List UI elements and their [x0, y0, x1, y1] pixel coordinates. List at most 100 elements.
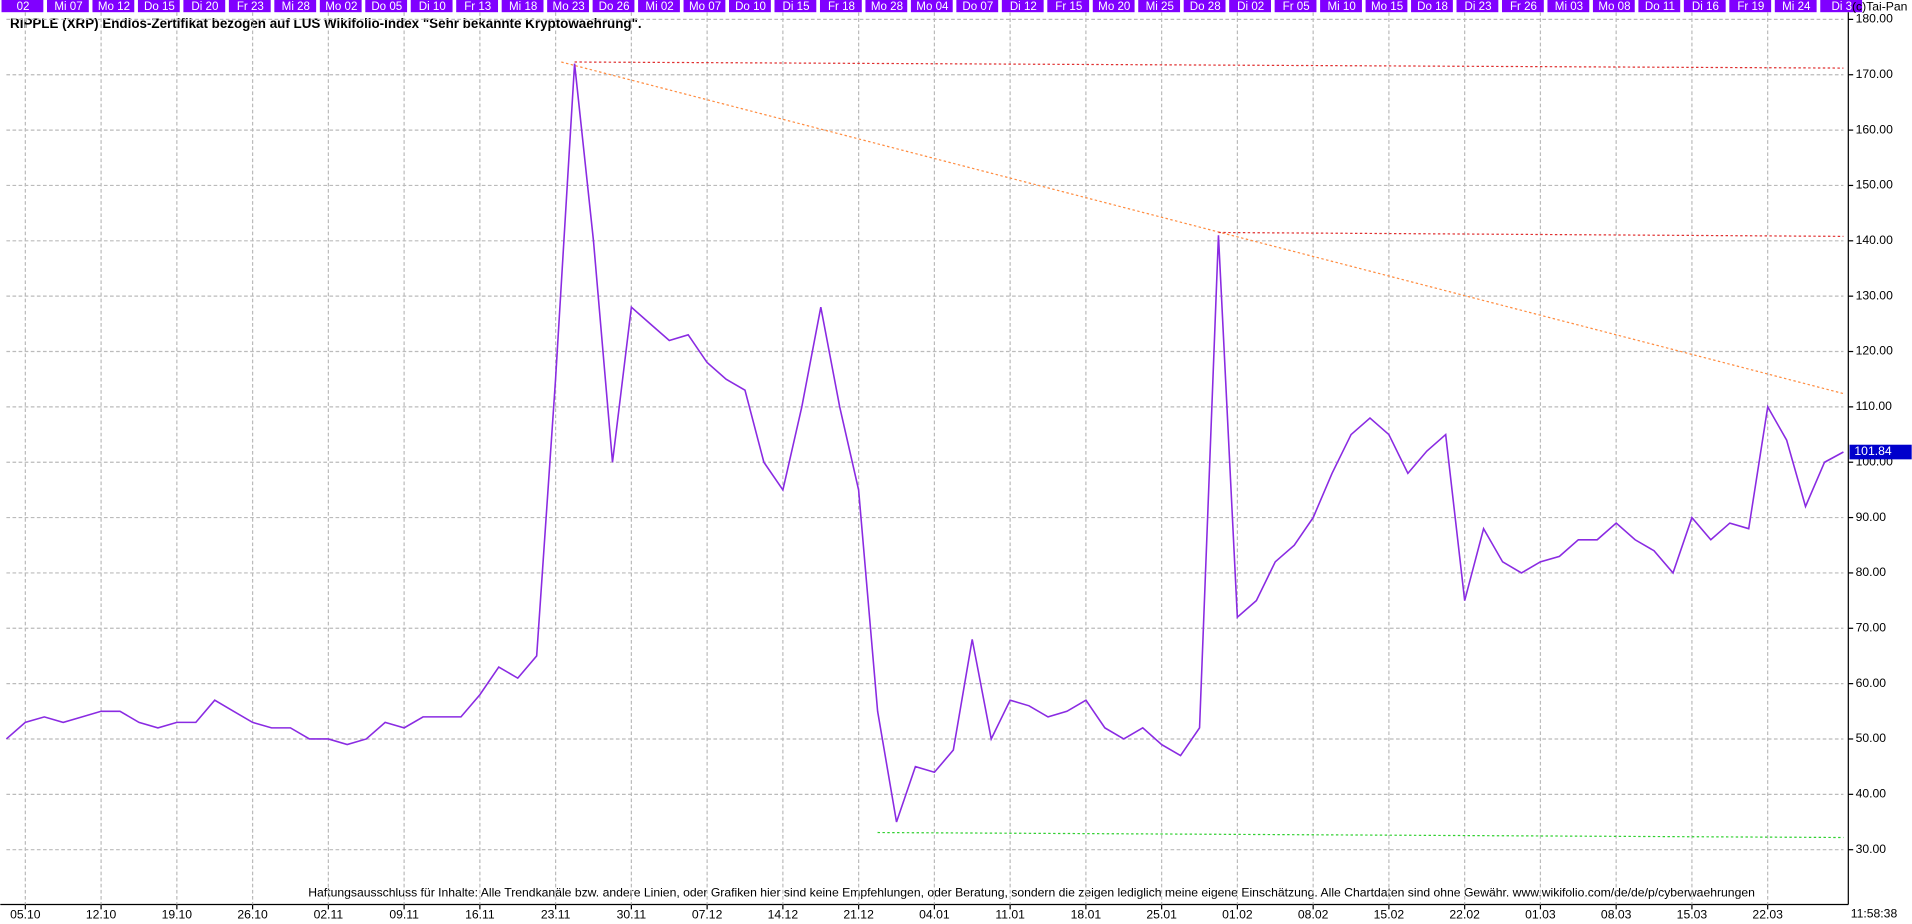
top-label-box [46, 0, 89, 13]
top-label-box [1047, 0, 1090, 13]
top-label-box [456, 0, 499, 13]
top-label-box [1592, 0, 1635, 13]
top-label-box [319, 0, 362, 13]
top-label-box [1138, 0, 1181, 13]
x-tick-label: 22.03 [1752, 908, 1783, 922]
trend-line [877, 831, 1844, 839]
top-label-box [92, 0, 135, 13]
y-tick-label: 40.00 [1856, 787, 1887, 801]
x-tick-label: 01.02 [1222, 908, 1253, 922]
top-label-box [1638, 0, 1681, 13]
top-label: Mi 25 [1146, 1, 1174, 13]
x-tick-label: 30.11 [617, 908, 647, 922]
top-label: Fr 05 [1283, 1, 1310, 13]
top-label-box [547, 0, 589, 13]
top-label: Mo 12 [98, 1, 130, 13]
x-tick-label: 08.03 [1601, 908, 1632, 922]
top-label-box [1820, 0, 1863, 13]
time: 11:58:38 [1851, 906, 1898, 920]
y-tick-label: 80.00 [1856, 565, 1887, 579]
y-tick-label: 180.00 [1856, 12, 1893, 26]
x-tick-label: 11.01 [995, 908, 1025, 922]
chart-title: RIPPLE (XRP) Endlos-Zertifikat bezogen a… [10, 16, 642, 31]
top-label-box [137, 0, 180, 13]
top-label-box [774, 0, 817, 13]
footnote: Haftungsausschluss für Inhalte: Alle Tre… [308, 886, 1755, 900]
top-label: Mo 20 [1098, 1, 1130, 13]
top-label: Fr 15 [1055, 1, 1082, 13]
y-tick-label: 160.00 [1856, 122, 1893, 136]
top-label: 02 [17, 1, 30, 13]
trend-line [561, 61, 1844, 395]
top-label: Do 18 [1417, 1, 1448, 13]
top-label-box [638, 0, 680, 13]
top-label-box [1274, 0, 1317, 13]
top-label-box [1729, 0, 1772, 13]
top-label-box [1411, 0, 1453, 13]
top-label: Fr 26 [1510, 1, 1537, 13]
top-label: Do 26 [599, 1, 630, 13]
top-label-box [819, 0, 862, 13]
top-label-box [729, 0, 771, 13]
x-tick-label: 18.01 [1071, 908, 1102, 922]
top-label-box [1547, 0, 1590, 13]
x-tick-label: 23.11 [541, 908, 571, 922]
x-tick-label: 04.01 [919, 908, 950, 922]
x-tick-label: 12.10 [86, 908, 117, 922]
top-label-box [1, 0, 44, 13]
top-label: Fr 19 [1737, 1, 1764, 13]
top-label-box [1501, 0, 1544, 13]
x-tick-label: 15.02 [1374, 908, 1405, 922]
top-axis: 02 Mi 07 Mo 12 Do 15 Di 20 Fr 23 Mi 28 Mo 02 Do … [1, 0, 1863, 13]
y-tick-label: 130.00 [1856, 288, 1893, 302]
top-label: Mi 18 [509, 1, 537, 13]
copyright: (c)Tai-Pan [1852, 0, 1907, 14]
top-label-box [501, 0, 544, 13]
top-label: Mo 02 [325, 1, 357, 13]
top-label: Mi 03 [1555, 1, 1583, 13]
y-tick-label: 70.00 [1856, 620, 1887, 634]
x-tick-label: 19.10 [162, 908, 193, 922]
top-label: Do 05 [371, 1, 402, 13]
top-label-box [1683, 0, 1726, 13]
top-label-box [365, 0, 408, 13]
top-label: Mi 07 [54, 1, 82, 13]
x-tick-label: 15.03 [1677, 908, 1708, 922]
trend-line [1218, 231, 1844, 237]
x-tick-label: 08.02 [1298, 908, 1329, 922]
top-label-box [410, 0, 453, 13]
top-label: Mo 08 [1598, 1, 1630, 13]
top-label-box [1183, 0, 1226, 13]
price-line [5, 63, 1844, 823]
top-label: Fr 23 [237, 1, 264, 13]
top-label: Di 3 [1831, 1, 1852, 13]
top-label-box [1229, 0, 1271, 13]
top-label-box [1456, 0, 1499, 13]
top-label-box [865, 0, 908, 13]
top-label: Mi 10 [1327, 1, 1355, 13]
top-label: Di 02 [1237, 1, 1264, 13]
top-label: Do 15 [144, 1, 175, 13]
x-tick-label: 07.12 [692, 908, 723, 922]
top-label: Fr 13 [464, 1, 491, 13]
top-label: Mo 15 [1371, 1, 1403, 13]
top-label-box [1774, 0, 1817, 13]
top-label: Mo 04 [916, 1, 949, 13]
top-label: Mi 24 [1782, 1, 1811, 13]
top-label: Do 28 [1190, 1, 1221, 13]
x-tick-label: 22.02 [1449, 908, 1480, 922]
top-label-box [228, 0, 271, 13]
top-label: Di 23 [1465, 1, 1492, 13]
top-label: Fr 18 [828, 1, 855, 13]
last-value-label: 101.84 [1854, 444, 1891, 458]
top-label: Do 10 [735, 1, 766, 13]
x-tick-label: 01.03 [1525, 908, 1556, 922]
x-tick-label: 14.12 [768, 908, 799, 922]
y-tick-label: 90.00 [1856, 510, 1887, 524]
y-tick-label: 60.00 [1856, 676, 1887, 690]
x-tick-label: 02.11 [314, 908, 344, 922]
top-label: Do 07 [962, 1, 993, 13]
x-tick-label: 16.11 [465, 908, 495, 922]
trend-line [574, 61, 1844, 69]
x-tick-label: 26.10 [237, 908, 268, 922]
